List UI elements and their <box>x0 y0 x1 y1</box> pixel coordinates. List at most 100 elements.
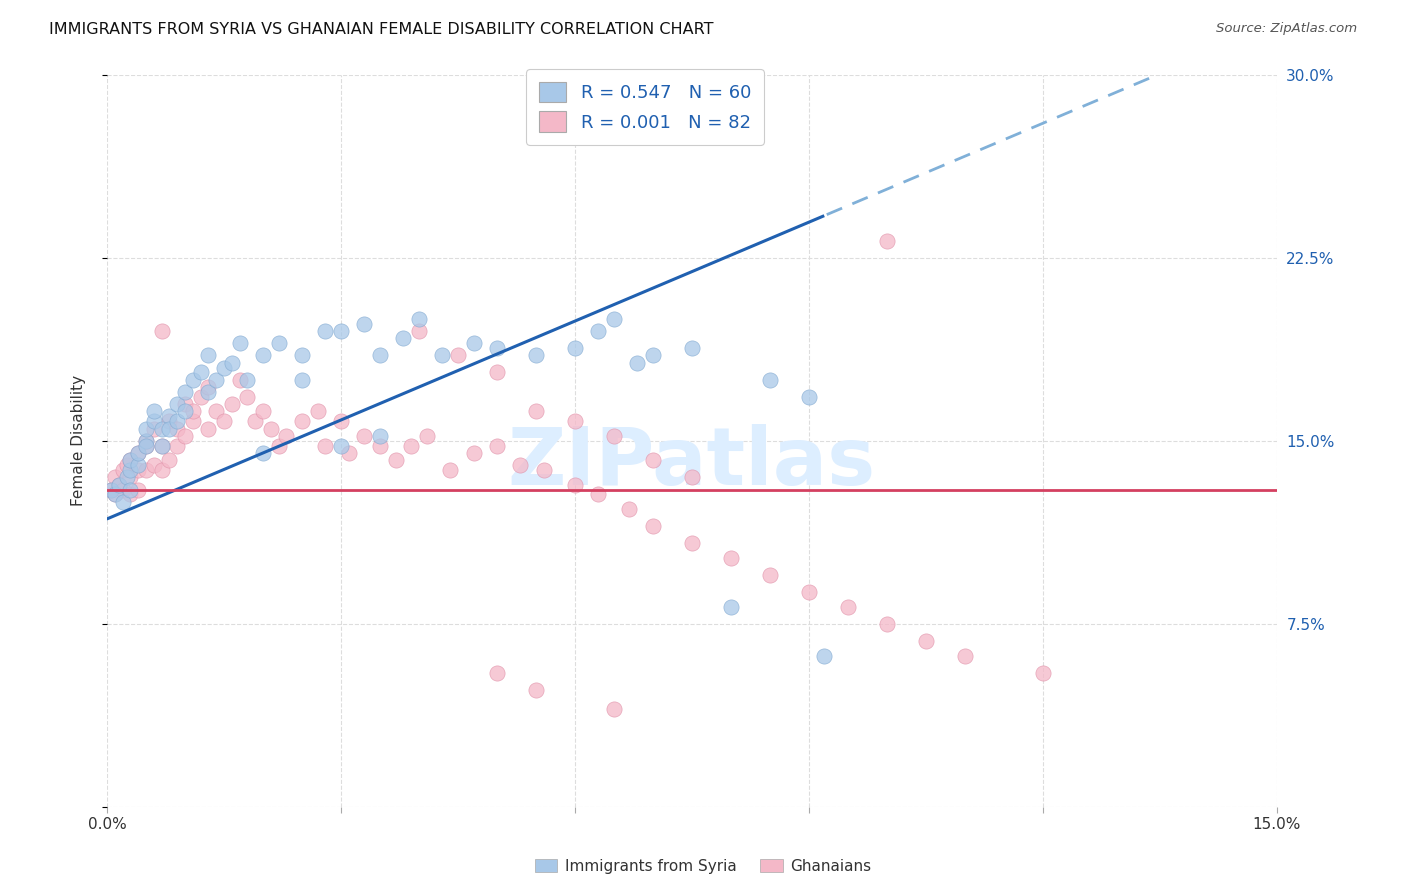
Point <box>120 463 142 477</box>
Point <box>174 429 197 443</box>
Point <box>150 421 173 435</box>
Point <box>212 414 235 428</box>
Point <box>104 470 127 484</box>
Point <box>197 421 219 435</box>
Point <box>368 439 391 453</box>
Point <box>127 446 149 460</box>
Point <box>720 550 742 565</box>
Point <box>758 373 780 387</box>
Point <box>353 317 375 331</box>
Point <box>837 599 859 614</box>
Point <box>485 365 508 379</box>
Point <box>135 439 157 453</box>
Point <box>221 356 243 370</box>
Point <box>142 404 165 418</box>
Legend: Immigrants from Syria, Ghanaians: Immigrants from Syria, Ghanaians <box>529 853 877 880</box>
Point <box>221 397 243 411</box>
Point <box>252 348 274 362</box>
Point <box>797 585 820 599</box>
Point <box>135 434 157 448</box>
Point <box>252 446 274 460</box>
Point <box>485 341 508 355</box>
Point <box>181 414 204 428</box>
Point <box>533 463 555 477</box>
Point <box>330 324 353 338</box>
Point <box>142 458 165 472</box>
Point <box>524 404 547 418</box>
Point <box>120 487 142 501</box>
Point <box>276 429 298 443</box>
Point <box>368 429 391 443</box>
Point <box>330 439 353 453</box>
Point <box>337 446 360 460</box>
Point <box>236 373 259 387</box>
Point <box>603 429 626 443</box>
Point <box>330 414 353 428</box>
Point <box>914 634 936 648</box>
Point <box>100 483 122 497</box>
Point <box>120 453 142 467</box>
Point <box>447 348 470 362</box>
Y-axis label: Female Disability: Female Disability <box>72 376 86 507</box>
Point <box>586 487 609 501</box>
Point <box>127 483 149 497</box>
Point <box>641 348 664 362</box>
Point <box>307 404 329 418</box>
Point <box>245 414 267 428</box>
Point <box>111 463 134 477</box>
Point <box>159 421 181 435</box>
Point <box>166 439 188 453</box>
Point <box>115 458 138 472</box>
Point <box>408 324 430 338</box>
Point <box>120 470 142 484</box>
Point <box>953 648 976 663</box>
Point <box>797 390 820 404</box>
Point <box>135 434 157 448</box>
Point <box>392 331 415 345</box>
Point <box>190 365 212 379</box>
Point <box>159 409 181 424</box>
Point <box>104 487 127 501</box>
Point <box>876 234 898 248</box>
Point <box>314 324 336 338</box>
Point <box>181 404 204 418</box>
Point <box>524 682 547 697</box>
Point <box>120 483 142 497</box>
Point <box>252 404 274 418</box>
Point <box>641 453 664 467</box>
Point <box>314 439 336 453</box>
Point <box>524 348 547 362</box>
Point <box>463 336 485 351</box>
Point <box>150 463 173 477</box>
Text: ZIPatlas: ZIPatlas <box>508 424 876 501</box>
Point <box>485 439 508 453</box>
Point <box>166 421 188 435</box>
Point <box>813 648 835 663</box>
Point <box>681 470 703 484</box>
Point <box>166 397 188 411</box>
Point <box>368 348 391 362</box>
Point <box>228 336 250 351</box>
Point <box>399 439 422 453</box>
Point <box>681 536 703 550</box>
Point <box>174 397 197 411</box>
Point <box>603 104 626 119</box>
Point <box>384 453 406 467</box>
Point <box>190 390 212 404</box>
Point <box>120 453 142 467</box>
Point <box>681 341 703 355</box>
Point <box>758 568 780 582</box>
Point <box>720 599 742 614</box>
Point <box>197 348 219 362</box>
Point <box>564 414 586 428</box>
Point <box>228 373 250 387</box>
Point <box>107 477 129 491</box>
Point <box>205 404 228 418</box>
Point <box>197 384 219 399</box>
Point <box>142 414 165 428</box>
Point <box>159 414 181 428</box>
Point <box>174 404 197 418</box>
Point <box>135 463 157 477</box>
Point <box>135 421 157 435</box>
Point <box>1032 665 1054 680</box>
